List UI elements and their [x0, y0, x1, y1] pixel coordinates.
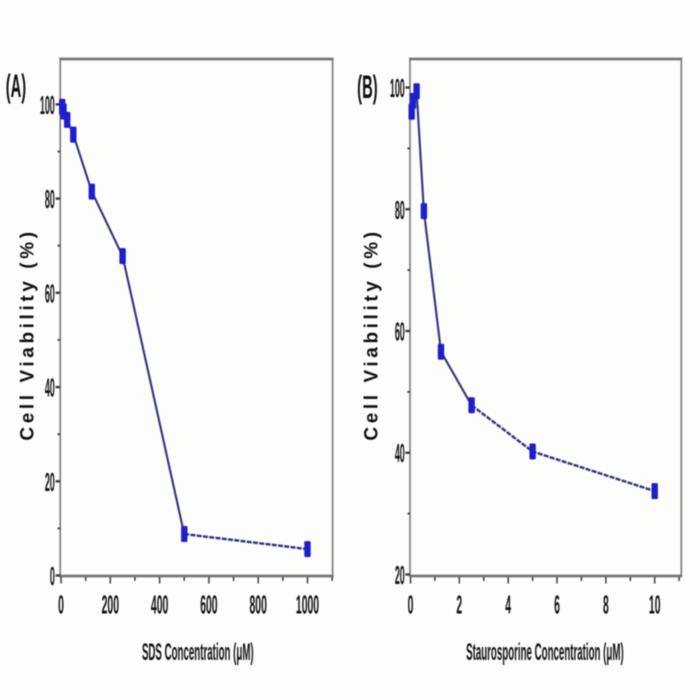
svg-text:8: 8 [603, 591, 609, 620]
svg-text:80: 80 [395, 196, 405, 225]
svg-text:(B): (B) [357, 70, 377, 106]
svg-text:400: 400 [151, 591, 168, 620]
svg-text:60: 60 [45, 280, 55, 309]
svg-text:20: 20 [45, 468, 55, 497]
svg-text:(A): (A) [6, 69, 26, 105]
svg-text:800: 800 [250, 591, 267, 620]
svg-text:Staurosporine Concentration (μ: Staurosporine Concentration (μM) [466, 638, 624, 666]
svg-text:Cell Viability (%): Cell Viability (%) [361, 228, 382, 440]
svg-text:80: 80 [45, 185, 55, 214]
svg-text:4: 4 [505, 591, 511, 620]
svg-text:60: 60 [395, 318, 405, 347]
svg-text:SDS Concentration (μM): SDS Concentration (μM) [142, 638, 254, 666]
svg-text:Cell Viability (%): Cell Viability (%) [17, 228, 38, 440]
svg-text:40: 40 [45, 374, 55, 403]
svg-text:0: 0 [58, 591, 64, 620]
svg-text:1000: 1000 [296, 591, 319, 620]
svg-text:10: 10 [649, 591, 661, 620]
svg-text:2: 2 [456, 591, 462, 620]
svg-text:20: 20 [395, 561, 405, 590]
svg-text:600: 600 [200, 591, 217, 620]
svg-text:100: 100 [40, 91, 55, 120]
svg-text:6: 6 [554, 591, 560, 620]
svg-text:40: 40 [395, 439, 405, 468]
svg-text:200: 200 [102, 591, 119, 620]
svg-text:0: 0 [50, 562, 55, 591]
svg-text:0: 0 [408, 591, 414, 620]
svg-text:100: 100 [390, 74, 405, 103]
